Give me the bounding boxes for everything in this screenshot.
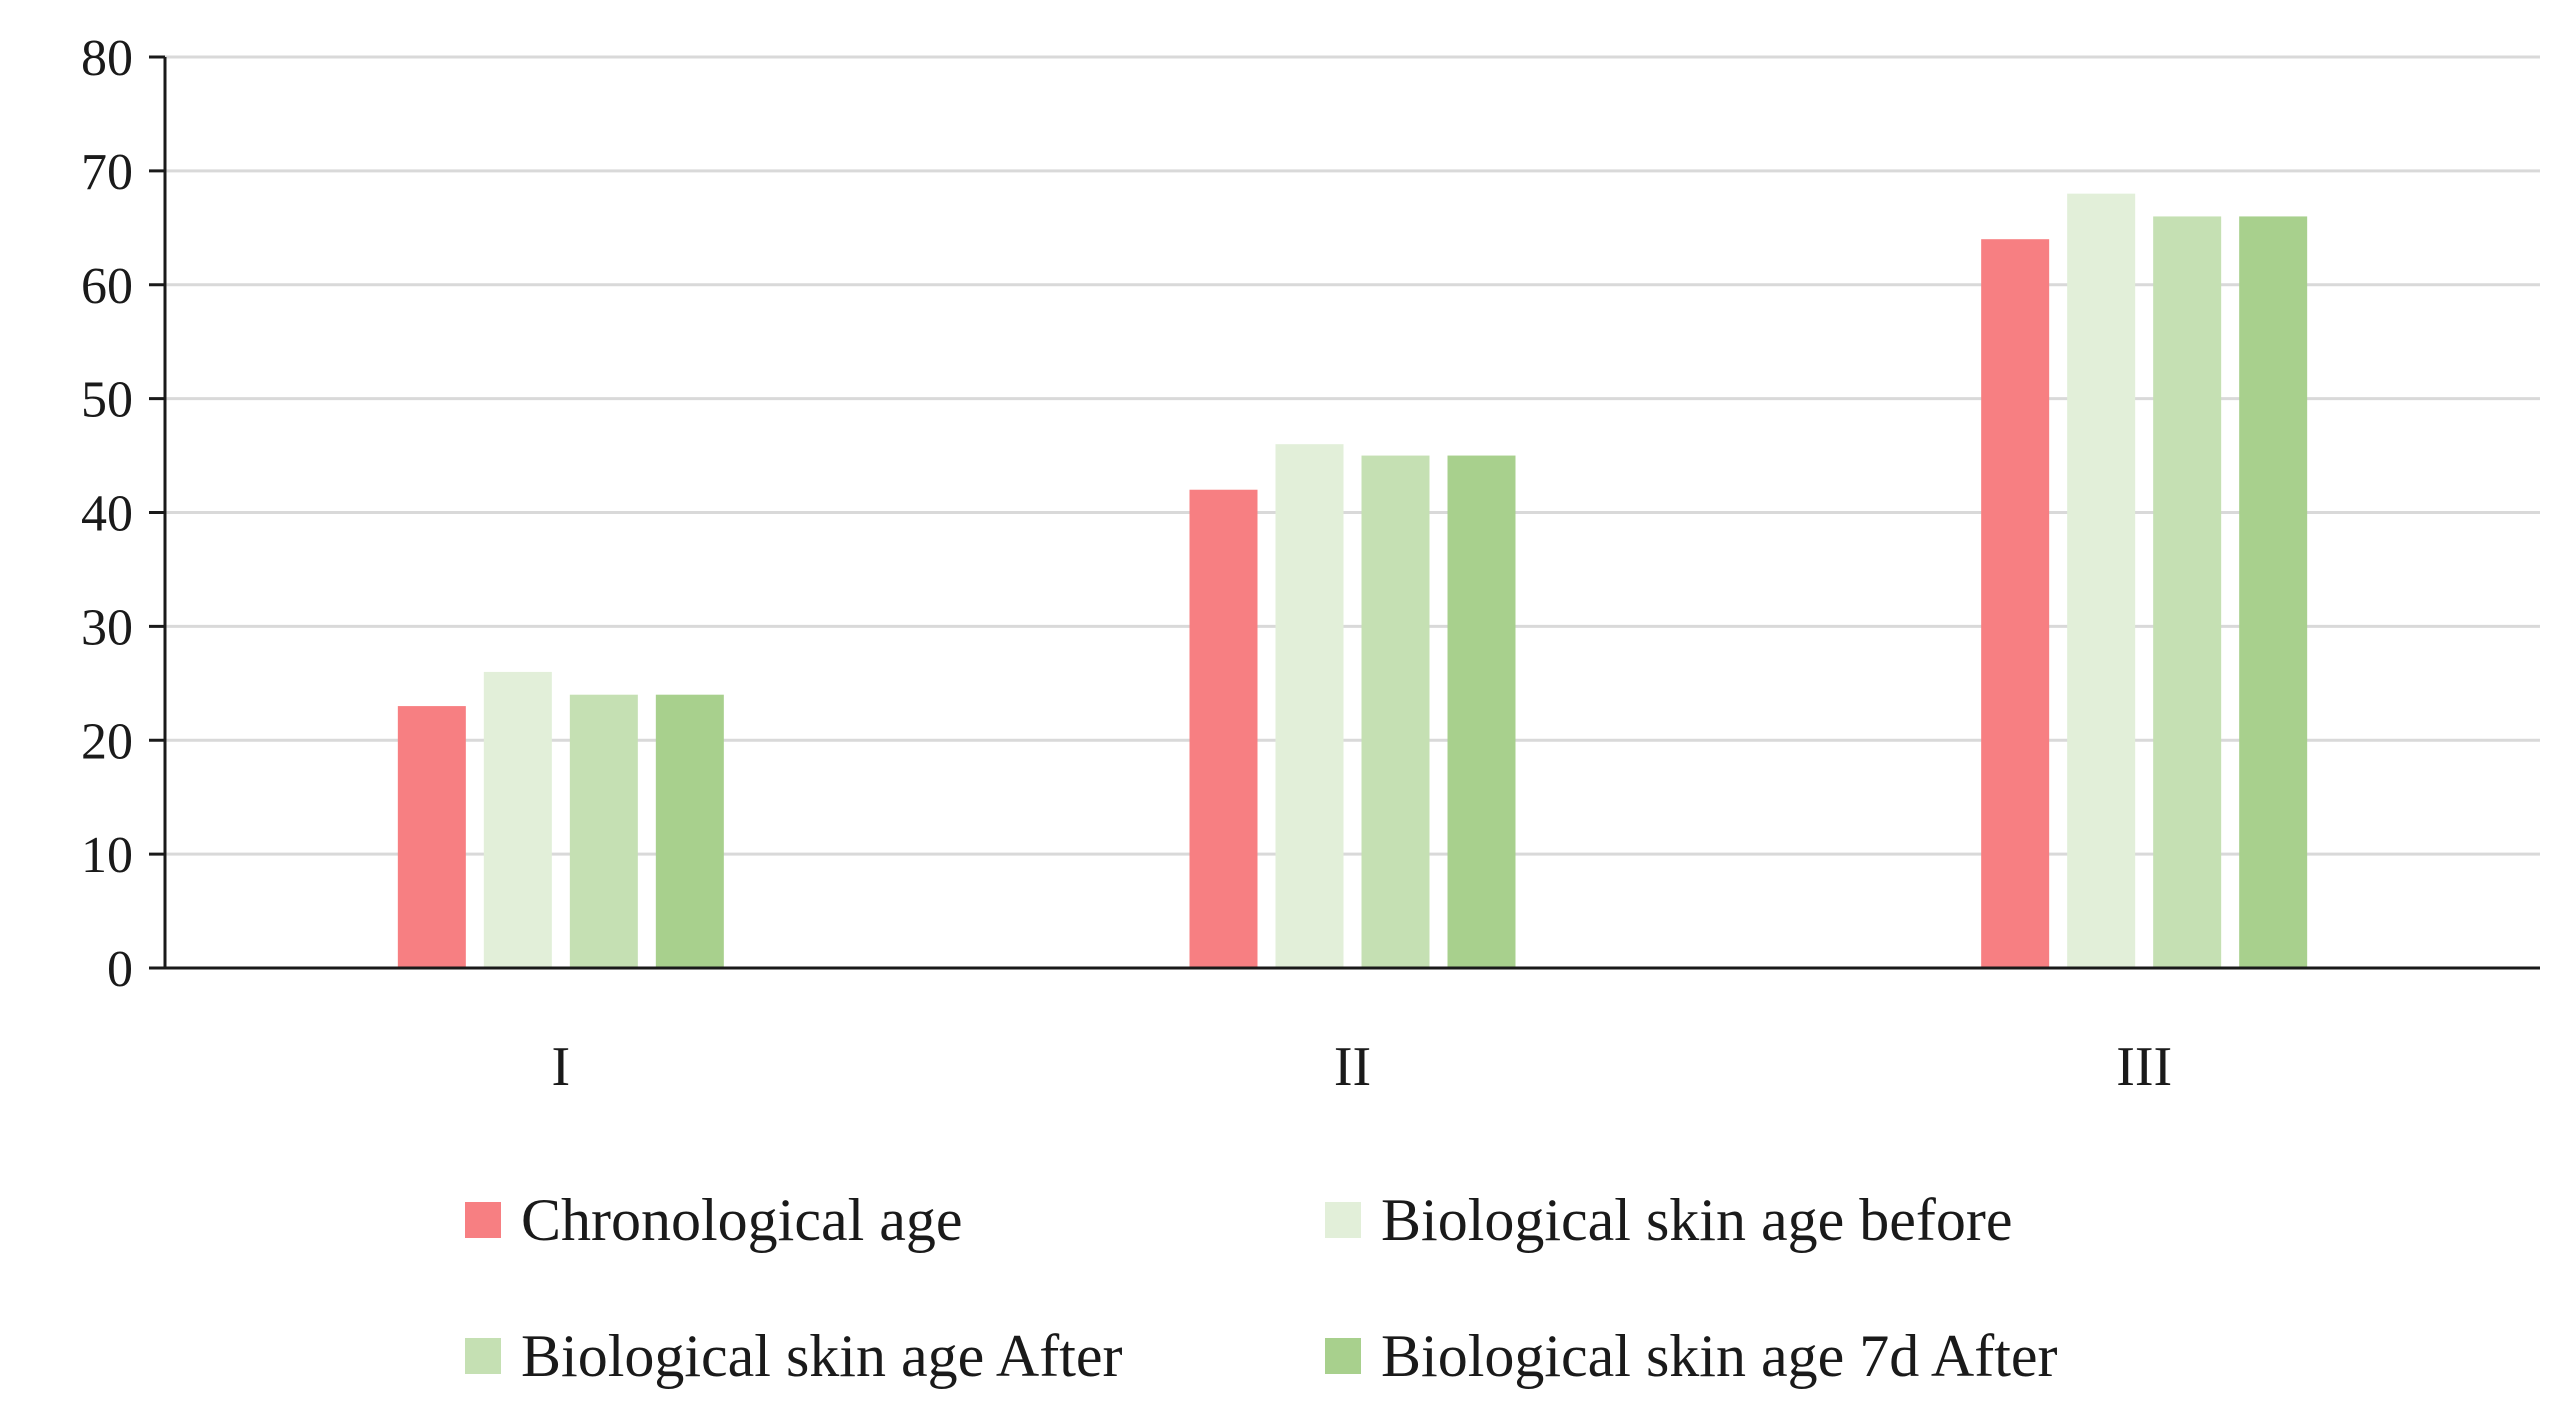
legend-label: Biological skin age After: [521, 1323, 1123, 1389]
bar-biological-skin-age-after-i: [569, 694, 638, 968]
legend-item-biological-skin-age-after: Biological skin age After: [465, 1323, 1123, 1389]
legend-item-chronological-age: Chronological age: [465, 1187, 963, 1253]
legend-label: Chronological age: [521, 1187, 963, 1253]
x-tick-label: III: [2116, 1036, 2172, 1098]
y-tick-labels: 0 10 20 30 40 50 60 70 80: [81, 30, 133, 998]
legend-swatch: [1325, 1202, 1361, 1238]
legend-item-biological-skin-age-before: Biological skin age before: [1325, 1187, 2012, 1253]
y-tick-label: 70: [81, 144, 133, 201]
bar-biological-skin-age-before-i: [483, 671, 552, 968]
legend-swatch: [465, 1338, 501, 1374]
bar-chronological-age-i: [397, 706, 466, 968]
y-tick-label: 50: [81, 372, 133, 429]
y-tick-label: 40: [81, 486, 133, 543]
y-tick-label: 60: [81, 258, 133, 315]
y-tick-label: 0: [107, 941, 133, 998]
bar-chronological-age-iii: [1981, 239, 2050, 968]
axes: [149, 55, 2540, 970]
x-tick-label: I: [552, 1036, 571, 1098]
bar-biological-skin-age-7d-after-iii: [2239, 216, 2308, 969]
y-tick-label: 80: [81, 30, 133, 87]
x-tick-label: II: [1334, 1036, 1371, 1098]
bar-biological-skin-age-after-iii: [2153, 216, 2222, 969]
legend-label: Biological skin age before: [1381, 1187, 2012, 1253]
y-tick-label: 20: [81, 713, 133, 770]
x-tick-labels: I II III: [552, 1036, 2173, 1098]
legend-item-biological-skin-age-7d-after: Biological skin age 7d After: [1325, 1323, 2058, 1389]
bar-biological-skin-age-before-ii: [1275, 444, 1344, 968]
legend-label: Biological skin age 7d After: [1381, 1323, 2058, 1389]
bars: [397, 193, 2308, 969]
bar-biological-skin-age-7d-after-ii: [1447, 455, 1516, 968]
bar-biological-skin-age-after-ii: [1361, 455, 1430, 968]
bar-biological-skin-age-7d-after-i: [655, 694, 724, 968]
legend-swatch: [1325, 1338, 1361, 1374]
bar-biological-skin-age-before-iii: [2067, 193, 2136, 968]
y-tick-label: 30: [81, 599, 133, 656]
y-tick-label: 10: [81, 827, 133, 884]
bar-chronological-age-ii: [1189, 489, 1258, 968]
legend: Chronological age Biological skin age bef…: [465, 1187, 2058, 1389]
gridlines: [165, 55, 2540, 856]
legend-swatch: [465, 1202, 501, 1238]
